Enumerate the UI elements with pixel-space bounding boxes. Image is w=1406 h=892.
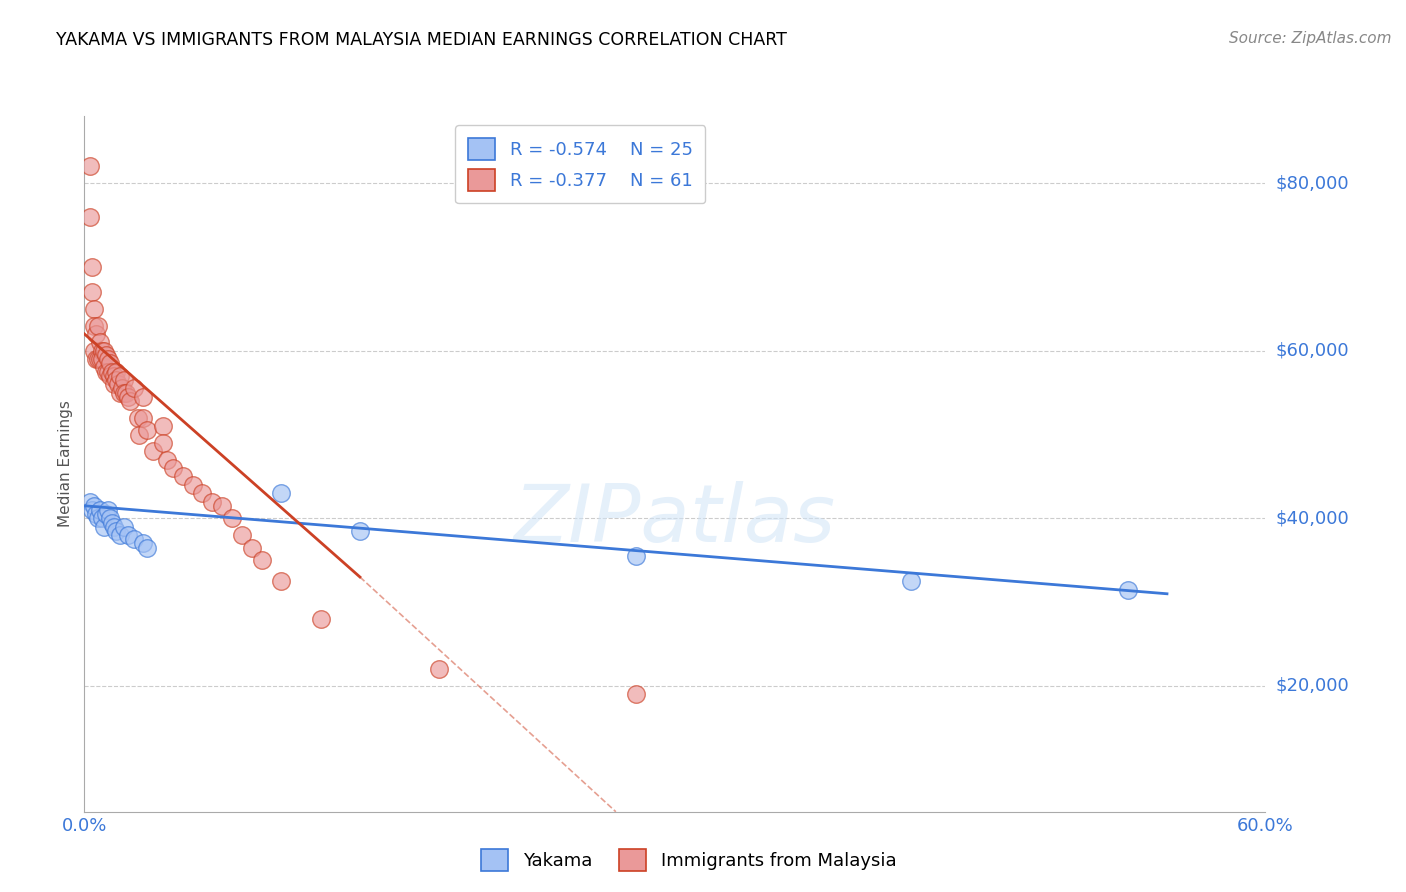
Point: [172, 469, 194, 483]
Point: [97, 503, 120, 517]
Point: [82, 285, 104, 299]
Point: [97, 352, 120, 367]
Point: [89, 352, 111, 367]
Point: [91, 511, 114, 525]
Point: [191, 486, 214, 500]
Point: [91, 352, 114, 367]
Point: [94, 507, 117, 521]
Point: [270, 486, 292, 500]
Point: [93, 343, 115, 358]
Point: [152, 419, 174, 434]
Point: [181, 477, 204, 491]
Point: [91, 343, 114, 358]
Point: [240, 541, 263, 555]
Point: [83, 343, 105, 358]
Point: [93, 360, 115, 375]
Point: [94, 365, 117, 379]
Point: [142, 444, 165, 458]
Text: YAKAMA VS IMMIGRANTS FROM MALAYSIA MEDIAN EARNINGS CORRELATION CHART: YAKAMA VS IMMIGRANTS FROM MALAYSIA MEDIA…: [56, 31, 787, 49]
Point: [1116, 582, 1139, 597]
Point: [270, 574, 292, 589]
Point: [152, 436, 174, 450]
Point: [111, 381, 134, 395]
Text: ZIPatlas: ZIPatlas: [513, 481, 837, 558]
Point: [104, 373, 127, 387]
Text: $60,000: $60,000: [1275, 342, 1348, 359]
Point: [97, 365, 120, 379]
Point: [117, 528, 139, 542]
Point: [211, 499, 233, 513]
Point: [112, 373, 135, 387]
Point: [250, 553, 273, 567]
Point: [98, 511, 121, 525]
Point: [98, 356, 121, 370]
Point: [231, 528, 253, 542]
Point: [82, 503, 104, 517]
Point: [83, 301, 105, 316]
Point: [84, 507, 107, 521]
Point: [122, 533, 145, 547]
Text: $80,000: $80,000: [1275, 174, 1348, 192]
Point: [127, 410, 149, 425]
Point: [427, 662, 450, 676]
Y-axis label: Median Earnings: Median Earnings: [58, 401, 73, 527]
Point: [89, 335, 111, 350]
Text: $40,000: $40,000: [1275, 509, 1348, 527]
Legend: Yakama, Immigrants from Malaysia: Yakama, Immigrants from Malaysia: [474, 842, 904, 879]
Point: [87, 352, 110, 367]
Point: [136, 423, 159, 437]
Point: [79, 210, 101, 224]
Point: [112, 385, 135, 400]
Legend: R = -0.574    N = 25, R = -0.377    N = 61: R = -0.574 N = 25, R = -0.377 N = 61: [456, 125, 706, 203]
Point: [101, 365, 124, 379]
Point: [108, 385, 131, 400]
Point: [89, 503, 111, 517]
Point: [101, 516, 124, 530]
Point: [136, 541, 159, 555]
Point: [112, 519, 135, 533]
Point: [132, 410, 155, 425]
Point: [162, 461, 184, 475]
Point: [201, 494, 224, 508]
Text: $20,000: $20,000: [1275, 677, 1348, 695]
Point: [87, 511, 110, 525]
Point: [104, 365, 127, 379]
Point: [114, 385, 136, 400]
Point: [221, 511, 243, 525]
Point: [103, 519, 125, 533]
Point: [624, 549, 647, 563]
Point: [108, 368, 131, 383]
Point: [132, 536, 155, 550]
Point: [128, 427, 150, 442]
Point: [84, 352, 107, 367]
Point: [309, 612, 332, 626]
Point: [103, 368, 125, 383]
Point: [107, 377, 129, 392]
Point: [349, 524, 371, 538]
Point: [103, 377, 125, 392]
Point: [94, 348, 117, 362]
Point: [84, 326, 107, 341]
Point: [82, 260, 104, 274]
Point: [79, 159, 101, 173]
Point: [132, 390, 155, 404]
Point: [93, 519, 115, 533]
Point: [118, 394, 141, 409]
Point: [83, 499, 105, 513]
Point: [108, 528, 131, 542]
Point: [900, 574, 922, 589]
Point: [87, 318, 110, 333]
Point: [104, 524, 127, 538]
Point: [122, 381, 145, 395]
Point: [624, 687, 647, 701]
Point: [98, 368, 121, 383]
Point: [156, 452, 179, 467]
Point: [83, 318, 105, 333]
Point: [117, 390, 139, 404]
Point: [79, 494, 101, 508]
Text: Source: ZipAtlas.com: Source: ZipAtlas.com: [1229, 31, 1392, 46]
